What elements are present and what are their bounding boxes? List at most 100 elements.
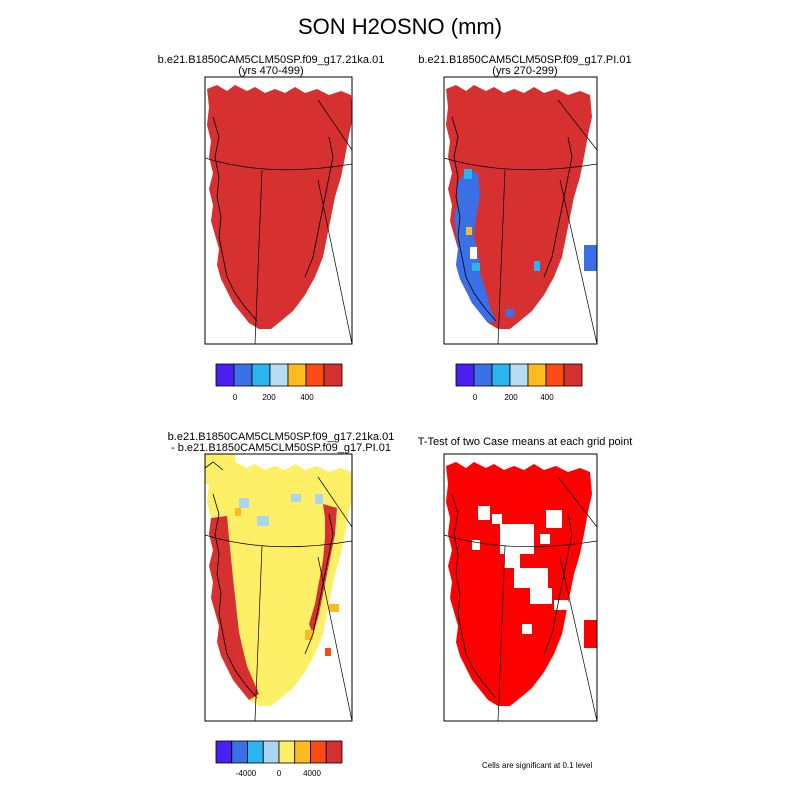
- difference-cell: [235, 508, 241, 516]
- map-panel-top-right: [443, 76, 598, 345]
- coastline: [451, 116, 497, 322]
- non-significant-cell: [554, 600, 568, 610]
- map-panel-bottom-right: [443, 453, 598, 722]
- negative-difference-cell: [291, 494, 301, 502]
- panel-title-line1: b.e21.B1850CAM5CLM50SP.f09_g17.21ka.01: [157, 54, 385, 66]
- colorbar-swatch: [215, 740, 233, 764]
- non-significant-cell: [522, 624, 532, 634]
- low-snow-cell: [472, 263, 480, 271]
- panel-title-top-left: b.e21.B1850CAM5CLM50SP.f09_g17.21ka.01 (…: [141, 55, 401, 77]
- snow-field: [207, 85, 352, 329]
- parallel-line: [205, 157, 352, 171]
- map-panel-top-left: [204, 76, 353, 345]
- meridian-line: [497, 169, 506, 344]
- panel-title-line2: - b.e21.B1850CAM5CLM50SP.f09_g17.PI.01: [171, 442, 391, 454]
- colorbar-swatch: [262, 740, 280, 764]
- difference-cell: [329, 604, 339, 612]
- colorbar-swatch: [287, 363, 307, 387]
- colorbar-swatch: [509, 363, 529, 387]
- negative-difference-cell: [239, 498, 249, 508]
- colorbar-top-right: [455, 363, 583, 387]
- coastline: [205, 461, 224, 471]
- colorbar-swatch: [247, 740, 264, 764]
- panel-title-line2: (yrs 270-299): [492, 65, 558, 77]
- coastline: [212, 116, 258, 322]
- colorbar-tick-label: 400: [300, 393, 314, 402]
- colorbar-tick-label: 0: [232, 393, 238, 402]
- non-significant-cell: [540, 534, 550, 544]
- panel-title-line1: b.e21.B1850CAM5CLM50SP.f09_g17.PI.01: [418, 54, 632, 66]
- colorbar-tick-label: 400: [540, 393, 554, 402]
- colorbar-tick-label: 200: [262, 393, 276, 402]
- positive-difference-region: [209, 516, 259, 700]
- colorbar-swatch: [491, 363, 511, 387]
- non-significant-cell: [500, 524, 534, 554]
- colorbar-swatch: [310, 740, 327, 764]
- coastline: [212, 493, 258, 699]
- colorbar-swatch: [269, 363, 289, 387]
- map-frame: [443, 76, 598, 345]
- colorbar-top-left: [215, 363, 343, 387]
- panel-title-line2: (yrs 470-499): [238, 65, 304, 77]
- panel-title-bottom-right: T-Test of two Case means at each grid po…: [395, 437, 655, 448]
- meridian-line: [557, 99, 597, 151]
- low-snow-cell: [506, 309, 514, 317]
- coastline: [543, 513, 573, 655]
- colorbar-tick-label: 0: [276, 769, 282, 778]
- figure-title: SON H2OSNO (mm): [297, 14, 503, 39]
- panel-title-line1: T-Test of two Case means at each grid po…: [417, 436, 633, 448]
- mid-snow-cell: [466, 227, 472, 235]
- parallel-line: [444, 157, 597, 171]
- panel-title-bottom-left: b.e21.B1850CAM5CLM50SP.f09_g17.21ka.01 -…: [151, 432, 411, 454]
- colorbar-tick-label: 4000: [303, 769, 321, 778]
- colorbar-swatch: [233, 363, 253, 387]
- meridian-line: [317, 179, 352, 344]
- meridian-line: [559, 556, 597, 721]
- meridian-line: [557, 476, 597, 528]
- colorbar-swatch: [563, 363, 583, 387]
- meridian-line: [254, 169, 263, 344]
- colorbar-swatch: [325, 740, 343, 764]
- colorbar-swatch: [294, 740, 311, 764]
- map-frame: [204, 453, 353, 722]
- meridian-line: [317, 556, 352, 721]
- low-snow-region: [584, 245, 597, 271]
- non-significant-cell: [472, 540, 480, 550]
- difference-cell: [305, 630, 313, 640]
- snow-free-cell: [470, 247, 477, 259]
- meridian-line: [254, 545, 263, 721]
- coastline: [304, 513, 334, 655]
- colorbar-tick-label: -4000: [235, 769, 257, 778]
- coastline: [543, 136, 573, 278]
- difference-cell: [205, 454, 235, 484]
- positive-difference-region: [309, 504, 337, 634]
- colorbar-tick-label: 200: [504, 393, 518, 402]
- colorbar-swatch: [215, 363, 235, 387]
- difference-cell: [325, 648, 331, 656]
- low-snow-cell: [464, 169, 472, 179]
- colorbar-swatch: [473, 363, 493, 387]
- colorbar-bottom-left: [215, 740, 343, 764]
- non-significant-cell: [478, 506, 490, 520]
- parallel-line: [444, 534, 597, 548]
- non-significant-cell: [546, 510, 562, 528]
- negative-difference-cell: [257, 516, 269, 526]
- coastline: [451, 493, 497, 699]
- colorbar-swatch: [251, 363, 271, 387]
- map-frame: [443, 453, 598, 722]
- colorbar-swatch: [305, 363, 325, 387]
- meridian-line: [559, 179, 597, 344]
- meridian-line: [497, 545, 506, 721]
- meridian-line: [317, 476, 352, 528]
- map-frame: [204, 76, 353, 345]
- significant-region: [584, 620, 597, 648]
- negative-difference-cell: [315, 494, 323, 504]
- significance-note: Cells are significant at 0.1 level: [482, 761, 593, 770]
- non-significant-cell: [492, 514, 502, 524]
- non-significant-cell: [514, 568, 548, 588]
- colorbar-swatch: [545, 363, 565, 387]
- colorbar-swatch: [278, 740, 296, 764]
- colorbar-swatch: [455, 363, 475, 387]
- coastline: [304, 136, 334, 278]
